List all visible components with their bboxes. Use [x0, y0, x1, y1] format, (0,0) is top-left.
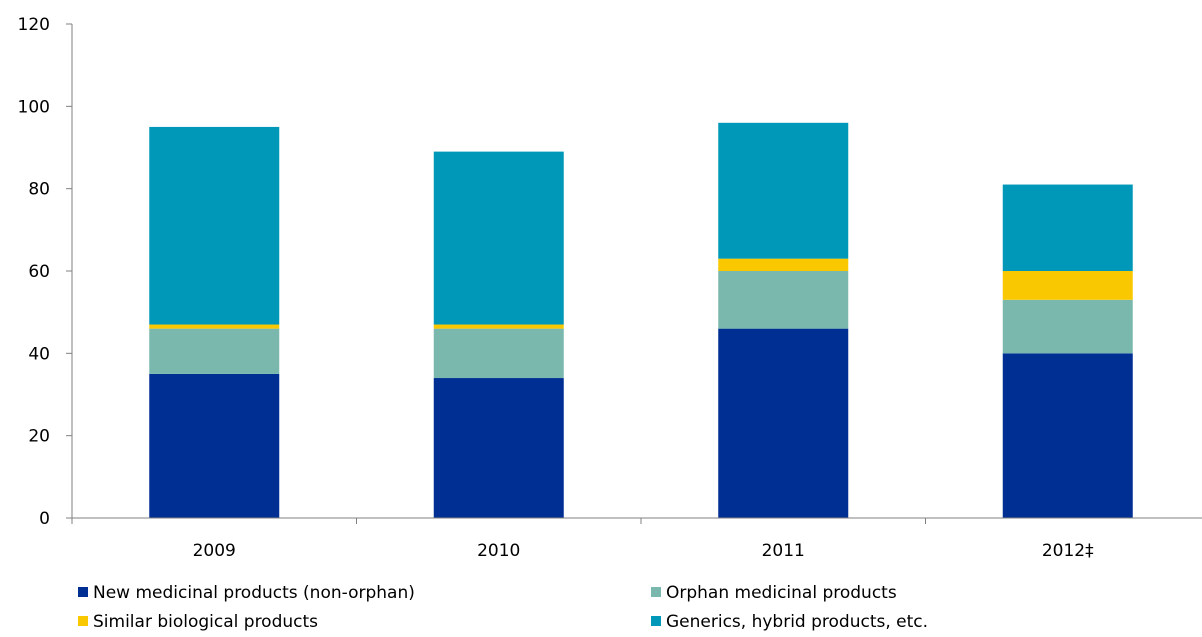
y-tick-label: 120 [18, 15, 50, 35]
bar-segment [718, 328, 849, 518]
legend-swatch [651, 616, 661, 626]
bar-segment [1002, 271, 1133, 300]
bar-segment [149, 324, 280, 329]
y-tick-label: 80 [28, 180, 50, 200]
x-tick-label: 2011 [762, 541, 805, 561]
x-tick-label: 2012‡ [1042, 541, 1094, 561]
bar-segment [149, 126, 280, 325]
legend-label: Generics, hybrid products, etc. [666, 612, 928, 632]
legend-label: Similar biological products [93, 612, 318, 632]
y-tick-label: 100 [18, 97, 50, 117]
legend-swatch [78, 616, 88, 626]
bar-segment [433, 328, 564, 379]
bar-segment [149, 373, 280, 518]
bar-segment [718, 122, 849, 259]
bar-segment [433, 324, 564, 329]
bar-segment [149, 328, 280, 374]
legend-label: New medicinal products (non-orphan) [93, 583, 415, 603]
legend-swatch [78, 587, 88, 597]
y-tick-label: 60 [28, 262, 50, 282]
x-tick-label: 2009 [193, 541, 236, 561]
bar-segment [1002, 299, 1133, 354]
bar-segment [433, 151, 564, 325]
y-axis-ticks: 0 20 40 60 80 100 120 [18, 15, 72, 529]
y-tick-label: 20 [28, 427, 50, 447]
bar-segment [1002, 184, 1133, 271]
bar-segment [718, 271, 849, 329]
y-tick-label: 0 [39, 509, 50, 529]
bar-segment [1002, 353, 1133, 518]
legend: New medicinal products (non-orphan) Orpha… [78, 583, 928, 632]
x-axis-ticks: 2009 2010 2011 2012‡ [71, 518, 1094, 561]
bar-segment [718, 258, 849, 271]
bar-segment [433, 378, 564, 518]
bars-group [149, 122, 1133, 518]
legend-label: Orphan medicinal products [666, 583, 897, 603]
x-tick-label: 2010 [477, 541, 520, 561]
legend-swatch [651, 587, 661, 597]
y-tick-label: 40 [28, 344, 50, 364]
